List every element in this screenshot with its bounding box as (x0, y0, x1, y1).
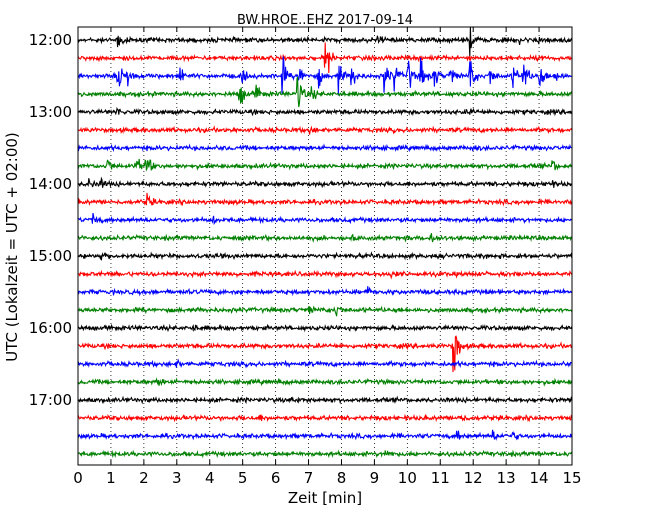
seismogram-trace (78, 176, 572, 189)
seismogram-trace (78, 323, 572, 333)
seismogram-trace (78, 158, 572, 172)
x-tick-label: 15 (562, 469, 581, 487)
seismogram-trace (78, 335, 572, 373)
seismogram-trace (78, 212, 572, 226)
seismogram-trace (78, 413, 572, 423)
seismogram-trace (78, 56, 572, 96)
plot-frame (77, 26, 573, 466)
x-tick-label: 10 (398, 469, 417, 487)
x-tick-label: 6 (271, 469, 281, 487)
seismogram-trace (78, 42, 572, 73)
y-tick-label: 17:00 (29, 391, 72, 409)
x-tick-label: 12 (464, 469, 483, 487)
seismogram-trace (78, 286, 572, 297)
seismogram-trace (78, 75, 572, 108)
seismogram-trace (78, 192, 572, 207)
seismogram-trace (78, 377, 572, 387)
x-tick-label: 8 (337, 469, 347, 487)
seismogram-trace (78, 449, 572, 459)
y-axis-label: UTC (Lokalzeit = UTC + 02:00) (3, 132, 21, 362)
seismogram-trace (78, 395, 572, 405)
seismogram-trace (78, 269, 572, 280)
seismogram-trace (78, 143, 572, 153)
x-axis: 0 1 2 3 4 5 6 7 8 9 10 11 12 13 14 15 (73, 27, 582, 487)
x-tick-label: 0 (73, 469, 83, 487)
x-tick-label: 1 (106, 469, 116, 487)
y-axis: 12:00 13:00 14:00 15:00 16:00 17:00 (29, 31, 572, 409)
trace-group (78, 27, 572, 459)
x-tick-label: 11 (431, 469, 450, 487)
y-tick-label: 16:00 (29, 319, 72, 337)
y-tick-label: 14:00 (29, 175, 72, 193)
x-tick-label: 2 (139, 469, 149, 487)
x-tick-label: 3 (172, 469, 182, 487)
x-tick-label: 5 (238, 469, 248, 487)
x-tick-label: 9 (370, 469, 380, 487)
x-tick-label: 13 (497, 469, 516, 487)
plot-area (77, 26, 573, 466)
seismogram-trace (78, 27, 572, 57)
x-tick-label: 4 (205, 469, 215, 487)
y-tick-label: 12:00 (29, 31, 72, 49)
seismogram-trace (78, 125, 572, 135)
y-tick-label: 15:00 (29, 247, 72, 265)
seismogram-trace (78, 251, 572, 261)
x-tick-label: 14 (530, 469, 549, 487)
x-tick-label: 7 (304, 469, 314, 487)
y-tick-label: 13:00 (29, 103, 72, 121)
seismogram-trace (78, 358, 572, 369)
seismogram-trace (78, 305, 572, 317)
seismogram-trace (78, 429, 572, 441)
x-axis-label: Zeit [min] (288, 489, 362, 507)
seismogram-trace (78, 106, 572, 117)
seismogram-trace (78, 233, 572, 243)
chart-title: BW.HROE..EHZ 2017-09-14 (237, 13, 413, 28)
